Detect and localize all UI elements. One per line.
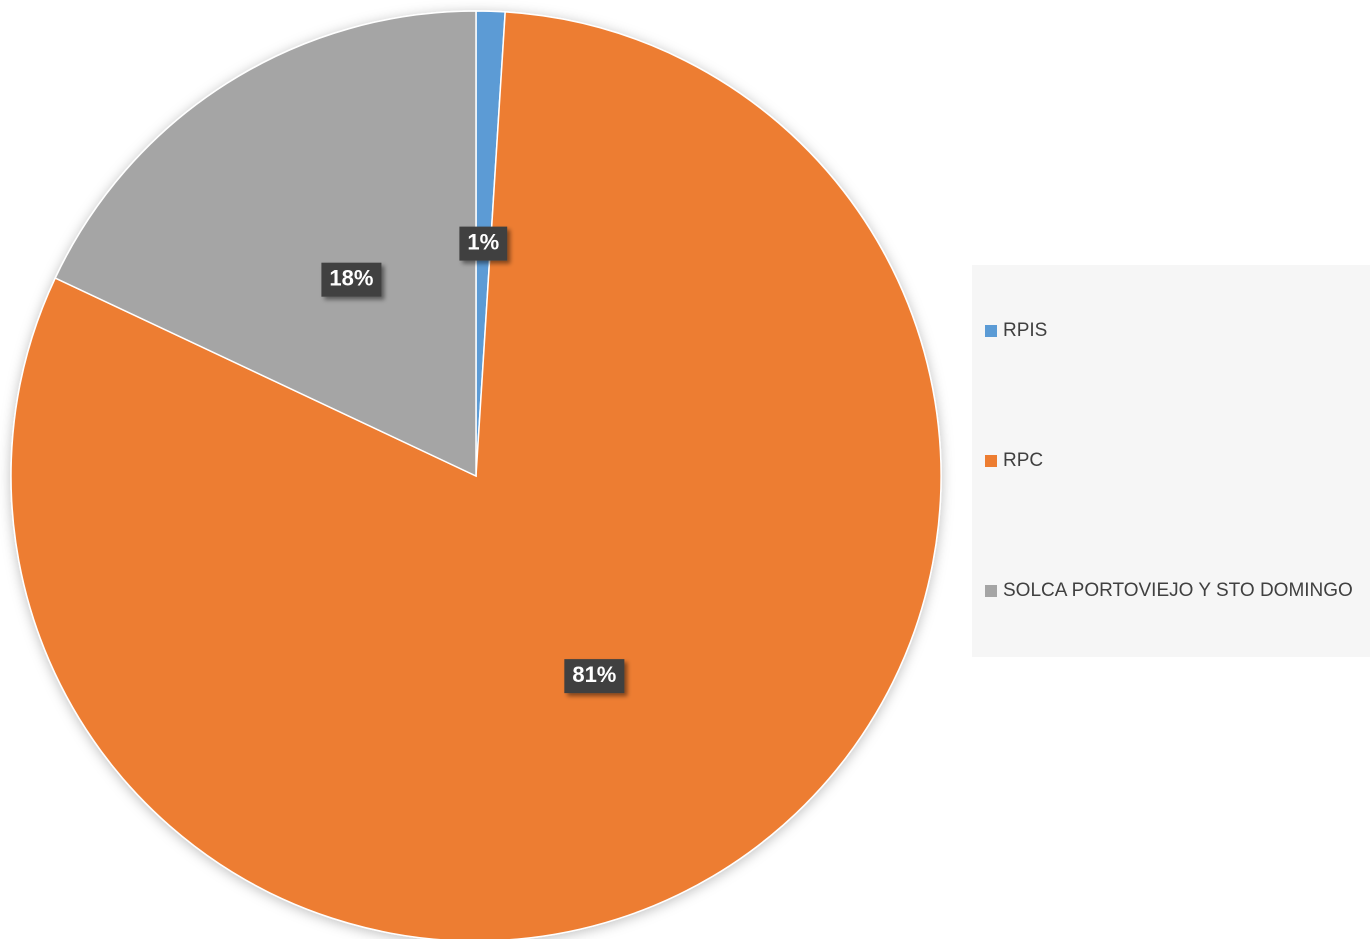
legend-label: SOLCA PORTOVIEJO Y STO DOMINGO <box>1003 580 1353 601</box>
pie <box>10 10 942 939</box>
data-label: 81% <box>572 662 616 687</box>
data-label: 1% <box>467 229 499 254</box>
legend-marker <box>985 585 997 597</box>
legend-label: RPC <box>1003 450 1043 471</box>
data-label-box <box>321 262 382 297</box>
pie-slice <box>10 11 942 939</box>
data-label-box <box>459 226 508 261</box>
legend-label: RPIS <box>1003 320 1047 341</box>
data-label-box <box>564 659 625 694</box>
legend-box <box>972 265 1370 657</box>
data-labels: 1% 81% 18% <box>321 226 625 694</box>
data-label: 18% <box>329 266 373 291</box>
legend-marker <box>985 325 997 337</box>
pie-slice <box>54 10 477 478</box>
legend: RPIS RPC SOLCA PORTOVIEJO Y STO DOMINGO <box>985 320 1353 601</box>
legend-marker <box>985 455 997 467</box>
